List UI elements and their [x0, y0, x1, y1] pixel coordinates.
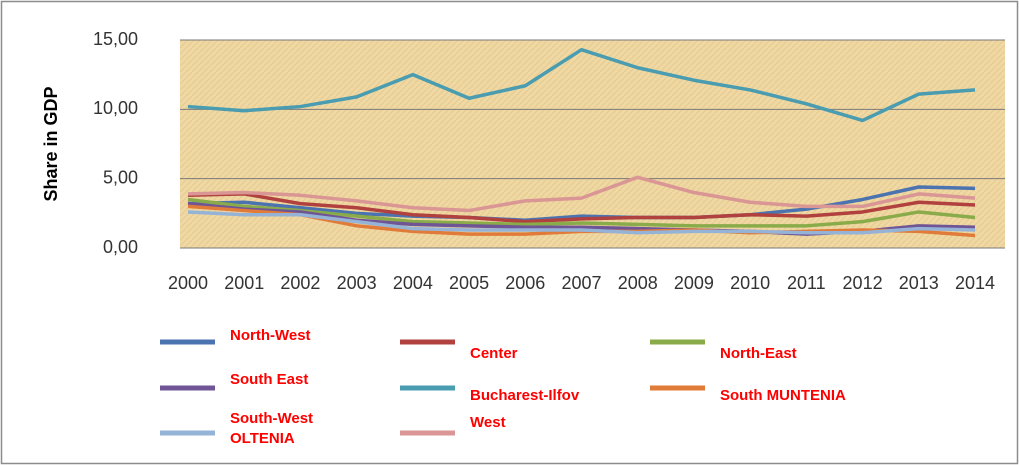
y-tick-label: 15,00 — [93, 29, 138, 49]
series-line — [187, 197, 976, 228]
series-line — [187, 175, 976, 213]
y-tick-label: 10,00 — [93, 98, 138, 118]
legend-entry: Bucharest-Ilfov — [470, 387, 580, 404]
x-tick-label: 2006 — [505, 273, 545, 293]
series-line — [187, 192, 976, 224]
legend-entry: North-West — [230, 327, 311, 344]
x-tick-label: 2012 — [843, 273, 883, 293]
x-tick-label: 2003 — [337, 273, 377, 293]
legend-entry: South MUNTENIA — [720, 387, 846, 404]
legend-entry: West — [470, 414, 506, 431]
x-tick-label: 2000 — [168, 273, 208, 293]
x-tick-label: 2002 — [280, 273, 320, 293]
series-line — [187, 210, 976, 235]
x-tick-label: 2010 — [730, 273, 770, 293]
x-tick-label: 2005 — [449, 273, 489, 293]
legend-label: Bucharest-Ilfov — [470, 387, 580, 404]
x-tick-label: 2011 — [787, 273, 826, 293]
series-line — [187, 47, 976, 123]
x-tick-label: 2001 — [224, 273, 264, 293]
x-tick-label: 2013 — [899, 273, 939, 293]
legend-entry: Center — [470, 345, 518, 362]
legend-label: North-West — [230, 327, 311, 344]
x-tick-label: 2004 — [393, 273, 433, 293]
legend-label: Center — [470, 345, 518, 362]
x-tick-label: 2007 — [561, 273, 601, 293]
x-tick-label: 2014 — [955, 273, 995, 293]
series-line — [187, 185, 976, 223]
legend-entry: South East — [230, 371, 309, 388]
legend-entry: North-East — [720, 345, 797, 362]
x-tick-label: 2009 — [674, 273, 714, 293]
y-tick-label: 0,00 — [103, 237, 138, 257]
legend-label: South MUNTENIA — [720, 387, 846, 404]
legend-label: North-East — [720, 345, 797, 362]
x-tick-label: 2008 — [618, 273, 658, 293]
legend-label: South East — [230, 371, 309, 388]
legend-label: South-West OLTENIA — [230, 410, 314, 447]
y-axis-label: Share in GDP — [41, 86, 61, 201]
legend-label: West — [470, 414, 506, 431]
legend-entry: South-West OLTENIA — [230, 410, 314, 447]
y-tick-label: 5,00 — [103, 167, 138, 187]
